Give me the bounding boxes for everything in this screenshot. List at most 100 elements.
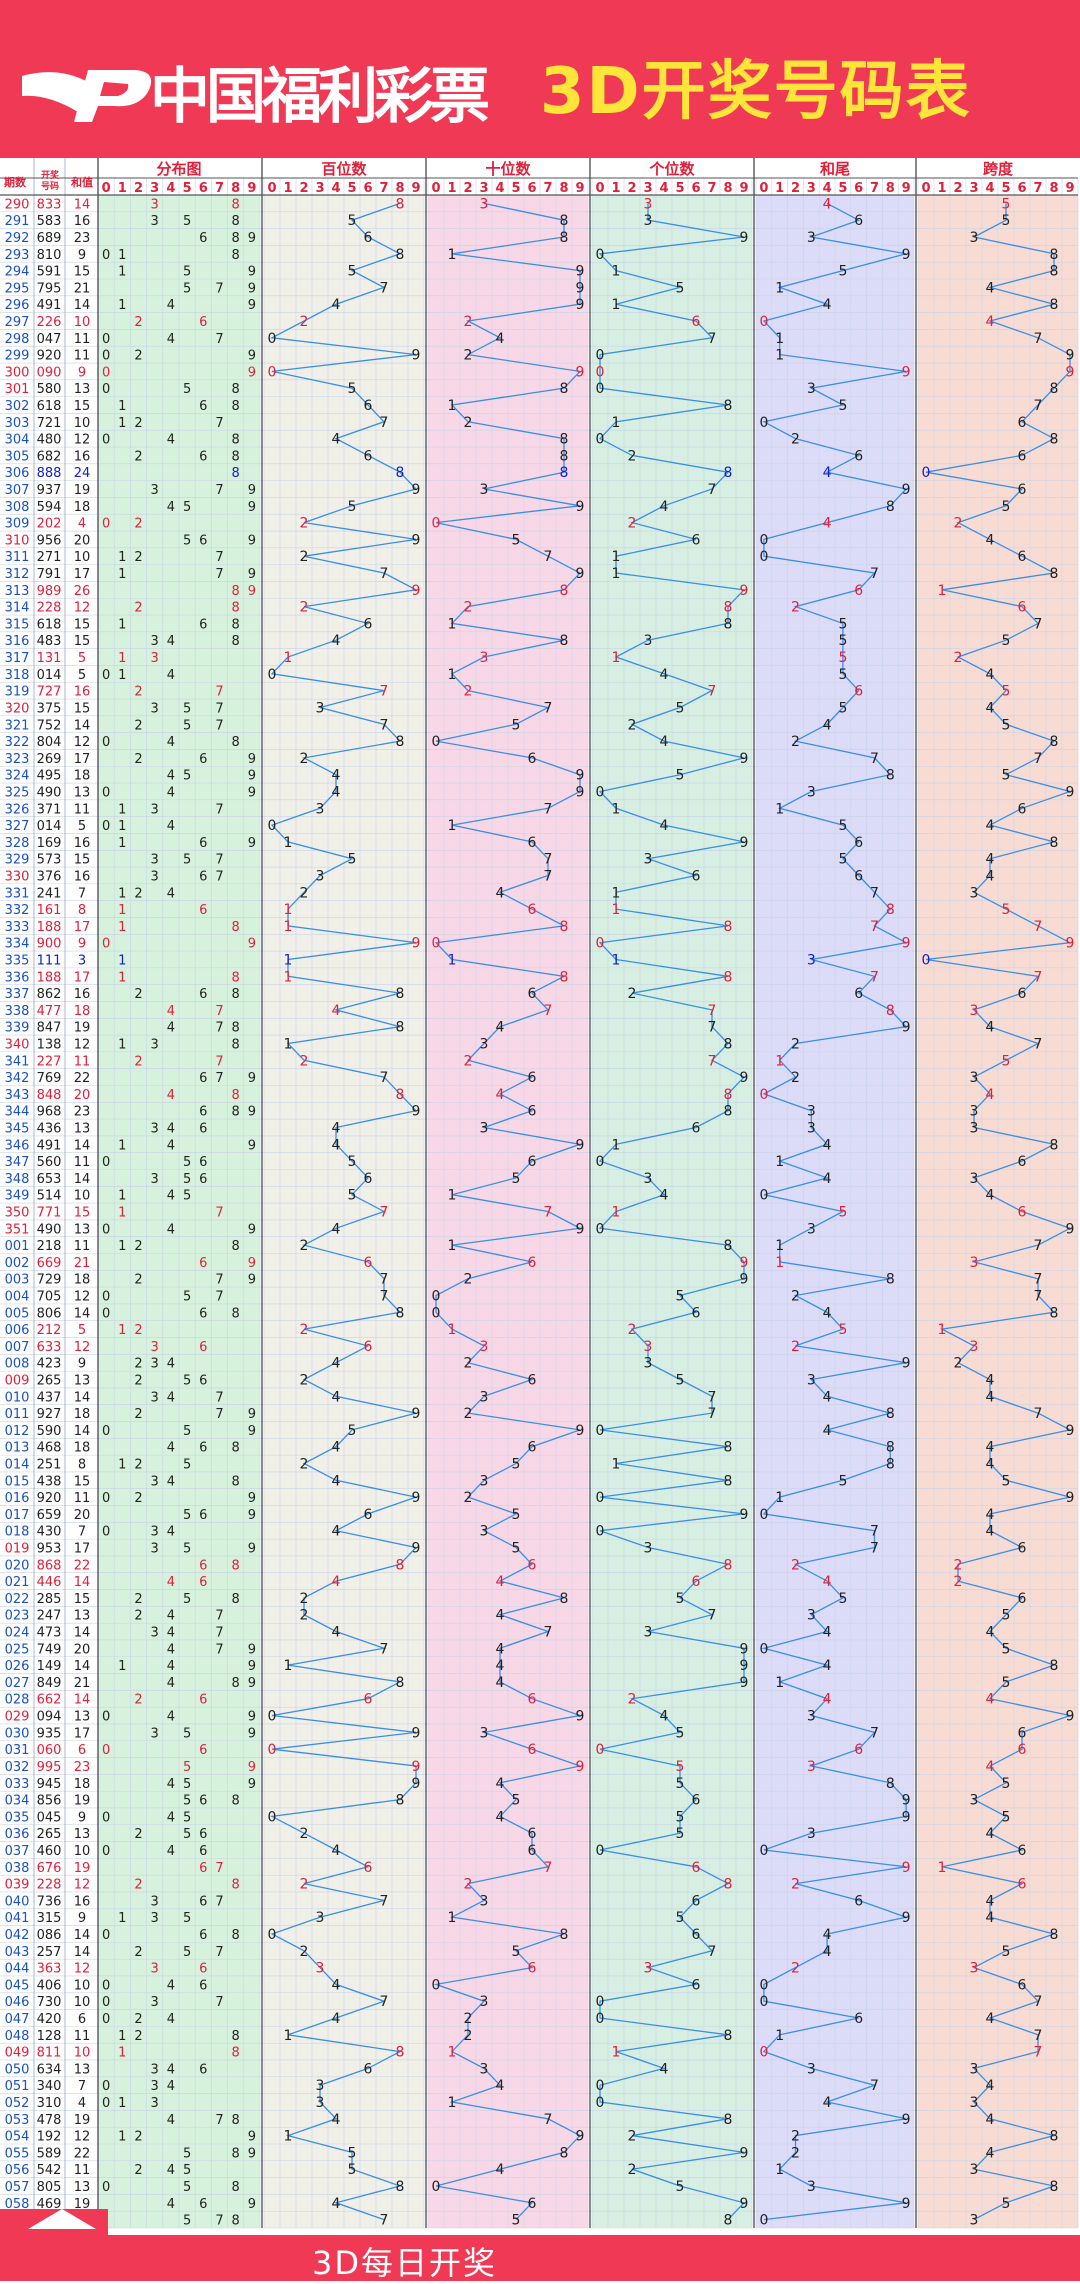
trend-point-hundreds: 4 (332, 633, 341, 649)
trend-point-units: 1 (612, 952, 621, 968)
trend-point-units: 8 (724, 398, 733, 414)
number-cell: 682 (37, 449, 62, 464)
trend-point-units: 9 (740, 1255, 749, 1271)
distribution-mark: 8 (232, 1037, 240, 1052)
trend-point-sum_tail: 5 (838, 1473, 847, 1489)
trend-point-span: 4 (986, 1188, 995, 1204)
trend-point-tens: 0 (432, 2179, 441, 2195)
period-cell: 312 (5, 567, 30, 582)
trend-point-units: 4 (660, 1709, 669, 1725)
zone-digit-header: 7 (215, 181, 224, 196)
trend-point-hundreds: 2 (300, 1944, 309, 1960)
distribution-mark: 9 (248, 836, 256, 851)
trend-point-units: 5 (676, 1759, 685, 1775)
trend-point-hundreds: 8 (396, 1557, 405, 1573)
distribution-mark: 9 (248, 937, 256, 952)
distribution-mark: 4 (167, 785, 175, 800)
zone-digit-header: 7 (707, 181, 716, 196)
trend-point-hundreds: 8 (396, 2045, 405, 2061)
trend-point-tens: 8 (560, 448, 569, 464)
trend-point-tens: 1 (448, 1188, 457, 1204)
trend-point-tens: 1 (448, 247, 457, 263)
trend-point-sum_tail: 1 (775, 1490, 784, 1506)
trend-point-units: 3 (644, 196, 653, 212)
trend-point-tens: 3 (480, 1473, 489, 1489)
zone-digit-header: 7 (543, 181, 552, 196)
trend-point-units: 9 (740, 835, 749, 851)
period-cell: 022 (5, 1592, 30, 1607)
distribution-mark: 2 (134, 1054, 142, 1069)
period-cell: 017 (5, 1508, 30, 1523)
number-cell: 730 (37, 1995, 62, 2010)
trend-point-sum_tail: 5 (838, 852, 847, 868)
trend-point-span: 6 (1018, 600, 1027, 616)
trend-point-span: 4 (986, 1087, 995, 1103)
zone-digit-header: 3 (969, 181, 978, 196)
trend-point-tens: 9 (576, 280, 585, 296)
distribution-mark: 4 (167, 886, 175, 901)
info-band (0, 195, 98, 2228)
trend-point-tens: 6 (528, 1843, 537, 1859)
trend-point-units: 1 (612, 2045, 621, 2061)
trend-point-span: 5 (1002, 213, 1011, 229)
sum-cell: 14 (74, 1945, 91, 1960)
trend-point-units: 2 (628, 448, 637, 464)
distribution-mark: 7 (215, 2214, 223, 2229)
trend-point-sum_tail: 9 (902, 2112, 911, 2128)
trend-point-tens: 6 (528, 1255, 537, 1271)
trend-point-hundreds: 0 (268, 667, 277, 683)
sum-cell: 11 (74, 2163, 91, 2178)
trend-point-span: 5 (1002, 1675, 1011, 1691)
trend-point-tens: 0 (432, 1289, 441, 1305)
distribution-mark: 5 (183, 500, 191, 515)
zone-digit-header: 8 (559, 181, 568, 196)
sum-cell: 12 (74, 1037, 91, 1052)
number-cell: 594 (37, 500, 62, 515)
distribution-mark: 6 (199, 1928, 207, 1943)
distribution-mark: 8 (232, 1558, 240, 1573)
distribution-mark: 1 (118, 651, 126, 666)
trend-point-span: 4 (986, 314, 995, 330)
distribution-mark: 7 (215, 1861, 223, 1876)
distribution-mark: 0 (102, 1525, 110, 1540)
trend-point-sum_tail: 8 (886, 1440, 895, 1456)
trend-point-sum_tail: 6 (854, 448, 863, 464)
brand-logo-text: 中国福利彩票 (150, 62, 490, 132)
period-cell: 291 (5, 214, 30, 229)
trend-point-tens: 9 (576, 499, 585, 515)
trend-point-units: 3 (644, 852, 653, 868)
distribution-mark: 8 (232, 735, 240, 750)
period-cell: 335 (5, 953, 30, 968)
distribution-mark: 8 (232, 1878, 240, 1893)
distribution-mark: 4 (167, 1575, 175, 1590)
trend-point-hundreds: 2 (300, 1457, 309, 1473)
page-title: 3D开奖号码表 (540, 55, 972, 129)
trend-point-sum_tail: 0 (759, 1641, 768, 1657)
distribution-mark: 4 (167, 1138, 175, 1153)
zone-digit-header: 6 (854, 181, 863, 196)
trend-point-units: 7 (708, 1389, 717, 1405)
distribution-mark: 9 (248, 533, 256, 548)
number-cell: 560 (37, 1155, 62, 1170)
trend-point-span: 8 (1050, 297, 1059, 313)
number-cell: 045 (37, 1810, 62, 1825)
trend-point-span: 6 (1018, 482, 1027, 498)
period-cell: 322 (5, 735, 30, 750)
trend-point-span: 9 (1066, 364, 1075, 380)
sum-cell: 12 (74, 1878, 91, 1893)
distribution-mark: 1 (118, 1206, 126, 1221)
sum-cell: 15 (74, 617, 91, 632)
trend-point-span: 2 (954, 1574, 963, 1590)
sum-cell: 15 (74, 1474, 91, 1489)
trend-point-units: 5 (676, 768, 685, 784)
number-cell: 573 (37, 853, 62, 868)
zone-digit-header: 5 (347, 181, 356, 196)
number-cell: 490 (37, 785, 62, 800)
distribution-mark: 8 (232, 231, 240, 246)
distribution-mark: 7 (215, 1945, 223, 1960)
trend-point-sum_tail: 9 (902, 364, 911, 380)
distribution-mark: 9 (248, 1676, 256, 1691)
trend-point-hundreds: 7 (380, 566, 389, 582)
trend-point-span: 5 (1002, 2196, 1011, 2212)
sum-cell: 9 (78, 365, 86, 380)
